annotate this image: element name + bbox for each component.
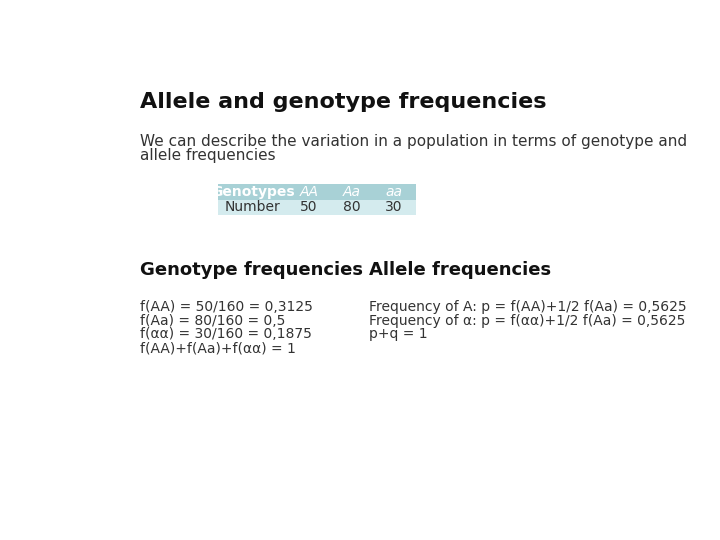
Text: Genotype frequencies: Genotype frequencies	[140, 261, 364, 279]
Bar	[218, 200, 287, 215]
Text: AA: AA	[300, 185, 318, 199]
Text: aa: aa	[386, 185, 402, 199]
Text: Allele frequencies: Allele frequencies	[369, 261, 551, 279]
Text: f(αα) = 30/160 = 0,1875: f(αα) = 30/160 = 0,1875	[140, 327, 312, 341]
Bar	[373, 200, 415, 215]
Bar	[218, 184, 287, 200]
Text: f(AA)+f(Aa)+f(αα) = 1: f(AA)+f(Aa)+f(αα) = 1	[140, 341, 296, 355]
Text: 50: 50	[300, 200, 318, 214]
Bar	[373, 184, 415, 200]
Text: We can describe the variation in a population in terms of genotype and: We can describe the variation in a popul…	[140, 134, 688, 149]
Text: 30: 30	[385, 200, 403, 214]
Text: Aa: Aa	[343, 185, 361, 199]
Text: Genotypes: Genotypes	[211, 185, 294, 199]
Bar	[330, 200, 373, 215]
Text: f(Aa) = 80/160 = 0,5: f(Aa) = 80/160 = 0,5	[140, 314, 286, 327]
Text: Number: Number	[225, 200, 281, 214]
Text: Allele and genotype frequencies: Allele and genotype frequencies	[140, 92, 547, 112]
Text: p+q = 1: p+q = 1	[369, 327, 428, 341]
Bar	[330, 184, 373, 200]
Text: Frequency of A: p = f(AA)+1/2 f(Aa) = 0,5625: Frequency of A: p = f(AA)+1/2 f(Aa) = 0,…	[369, 300, 687, 314]
Text: Frequency of α: p = f(αα)+1/2 f(Aa) = 0,5625: Frequency of α: p = f(αα)+1/2 f(Aa) = 0,…	[369, 314, 685, 327]
Bar	[287, 184, 330, 200]
Text: 80: 80	[343, 200, 361, 214]
Text: f(AA) = 50/160 = 0,3125: f(AA) = 50/160 = 0,3125	[140, 300, 313, 314]
Text: allele frequencies: allele frequencies	[140, 148, 276, 163]
Bar	[287, 200, 330, 215]
